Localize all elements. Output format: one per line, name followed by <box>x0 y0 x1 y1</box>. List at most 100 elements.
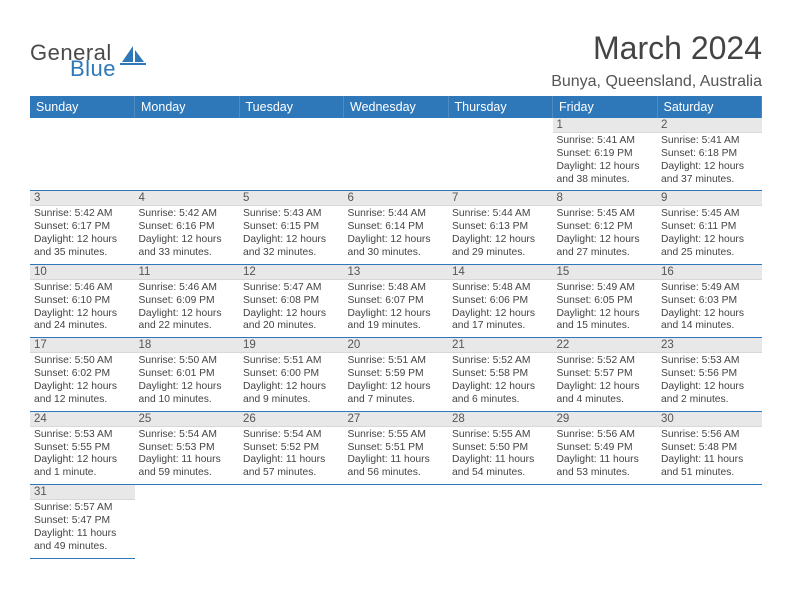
day-body: Sunrise: 5:45 AMSunset: 6:12 PMDaylight:… <box>553 206 658 263</box>
day-body: Sunrise: 5:52 AMSunset: 5:58 PMDaylight:… <box>448 353 553 410</box>
sunrise-line: Sunrise: 5:55 AM <box>452 429 549 442</box>
day-number: 20 <box>344 338 449 353</box>
sunrise-line: Sunrise: 5:46 AM <box>34 282 131 295</box>
calendar-cell: 15Sunrise: 5:49 AMSunset: 6:05 PMDayligh… <box>553 264 658 337</box>
sunset-line: Sunset: 6:05 PM <box>557 295 654 308</box>
day-number: 1 <box>553 118 658 133</box>
calendar-cell <box>448 118 553 191</box>
sunrise-line: Sunrise: 5:49 AM <box>661 282 758 295</box>
calendar-cell: 4Sunrise: 5:42 AMSunset: 6:16 PMDaylight… <box>135 191 240 264</box>
sunset-line: Sunset: 6:07 PM <box>348 295 445 308</box>
day-body: Sunrise: 5:52 AMSunset: 5:57 PMDaylight:… <box>553 353 658 410</box>
day-number: 23 <box>657 338 762 353</box>
day-number: 13 <box>344 265 449 280</box>
day-body: Sunrise: 5:44 AMSunset: 6:14 PMDaylight:… <box>344 206 449 263</box>
sunset-line: Sunset: 6:06 PM <box>452 295 549 308</box>
day-number: 2 <box>657 118 762 133</box>
calendar-table: SundayMondayTuesdayWednesdayThursdayFrid… <box>30 96 762 559</box>
calendar-cell: 9Sunrise: 5:45 AMSunset: 6:11 PMDaylight… <box>657 191 762 264</box>
sunset-line: Sunset: 6:03 PM <box>661 295 758 308</box>
sunset-line: Sunset: 5:53 PM <box>139 442 236 455</box>
daylight-line: Daylight: 12 hours and 30 minutes. <box>348 234 445 260</box>
calendar-cell <box>135 485 240 558</box>
daylight-line: Daylight: 12 hours and 19 minutes. <box>348 308 445 334</box>
sunset-line: Sunset: 6:11 PM <box>661 221 758 234</box>
day-number: 6 <box>344 191 449 206</box>
day-number: 28 <box>448 412 553 427</box>
daylight-line: Daylight: 12 hours and 4 minutes. <box>557 381 654 407</box>
sunset-line: Sunset: 6:02 PM <box>34 368 131 381</box>
sunset-line: Sunset: 5:49 PM <box>557 442 654 455</box>
day-number: 8 <box>553 191 658 206</box>
logo-text-blue: Blue <box>70 58 116 80</box>
calendar-cell: 10Sunrise: 5:46 AMSunset: 6:10 PMDayligh… <box>30 264 135 337</box>
calendar-cell: 3Sunrise: 5:42 AMSunset: 6:17 PMDaylight… <box>30 191 135 264</box>
day-body: Sunrise: 5:56 AMSunset: 5:48 PMDaylight:… <box>657 427 762 484</box>
sunset-line: Sunset: 6:08 PM <box>243 295 340 308</box>
daylight-line: Daylight: 12 hours and 20 minutes. <box>243 308 340 334</box>
day-body: Sunrise: 5:43 AMSunset: 6:15 PMDaylight:… <box>239 206 344 263</box>
sunrise-line: Sunrise: 5:55 AM <box>348 429 445 442</box>
calendar-cell <box>553 485 658 558</box>
daylight-line: Daylight: 12 hours and 24 minutes. <box>34 308 131 334</box>
sunrise-line: Sunrise: 5:45 AM <box>557 208 654 221</box>
daylight-line: Daylight: 12 hours and 27 minutes. <box>557 234 654 260</box>
day-body: Sunrise: 5:41 AMSunset: 6:19 PMDaylight:… <box>553 133 658 190</box>
day-body: Sunrise: 5:49 AMSunset: 6:05 PMDaylight:… <box>553 280 658 337</box>
day-number: 16 <box>657 265 762 280</box>
daylight-line: Daylight: 12 hours and 35 minutes. <box>34 234 131 260</box>
calendar-header-row: SundayMondayTuesdayWednesdayThursdayFrid… <box>30 96 762 118</box>
sunset-line: Sunset: 6:17 PM <box>34 221 131 234</box>
sunrise-line: Sunrise: 5:53 AM <box>661 355 758 368</box>
daylight-line: Daylight: 12 hours and 22 minutes. <box>139 308 236 334</box>
daylight-line: Daylight: 12 hours and 1 minute. <box>34 454 131 480</box>
sunrise-line: Sunrise: 5:50 AM <box>34 355 131 368</box>
day-number: 21 <box>448 338 553 353</box>
sunrise-line: Sunrise: 5:41 AM <box>557 135 654 148</box>
sunrise-line: Sunrise: 5:54 AM <box>139 429 236 442</box>
day-number: 26 <box>239 412 344 427</box>
calendar-cell <box>239 485 344 558</box>
day-body: Sunrise: 5:53 AMSunset: 5:56 PMDaylight:… <box>657 353 762 410</box>
day-number: 19 <box>239 338 344 353</box>
daylight-line: Daylight: 11 hours and 51 minutes. <box>661 454 758 480</box>
sunset-line: Sunset: 5:58 PM <box>452 368 549 381</box>
daylight-line: Daylight: 12 hours and 6 minutes. <box>452 381 549 407</box>
day-body: Sunrise: 5:42 AMSunset: 6:17 PMDaylight:… <box>30 206 135 263</box>
calendar-cell: 27Sunrise: 5:55 AMSunset: 5:51 PMDayligh… <box>344 411 449 484</box>
calendar-cell <box>344 485 449 558</box>
header: General Blue March 2024 Bunya, Queenslan… <box>30 28 762 96</box>
weekday-header: Sunday <box>30 96 135 118</box>
calendar-cell: 21Sunrise: 5:52 AMSunset: 5:58 PMDayligh… <box>448 338 553 411</box>
day-number: 24 <box>30 412 135 427</box>
sunset-line: Sunset: 5:51 PM <box>348 442 445 455</box>
daylight-line: Daylight: 11 hours and 49 minutes. <box>34 528 131 554</box>
weekday-header: Monday <box>135 96 240 118</box>
weekday-header: Tuesday <box>239 96 344 118</box>
sunrise-line: Sunrise: 5:41 AM <box>661 135 758 148</box>
sunset-line: Sunset: 5:56 PM <box>661 368 758 381</box>
calendar-cell <box>344 118 449 191</box>
day-body: Sunrise: 5:46 AMSunset: 6:09 PMDaylight:… <box>135 280 240 337</box>
sunset-line: Sunset: 5:59 PM <box>348 368 445 381</box>
daylight-line: Daylight: 12 hours and 2 minutes. <box>661 381 758 407</box>
day-body: Sunrise: 5:50 AMSunset: 6:02 PMDaylight:… <box>30 353 135 410</box>
sunrise-line: Sunrise: 5:50 AM <box>139 355 236 368</box>
day-body: Sunrise: 5:48 AMSunset: 6:06 PMDaylight:… <box>448 280 553 337</box>
day-body: Sunrise: 5:54 AMSunset: 5:53 PMDaylight:… <box>135 427 240 484</box>
calendar-cell: 26Sunrise: 5:54 AMSunset: 5:52 PMDayligh… <box>239 411 344 484</box>
daylight-line: Daylight: 12 hours and 9 minutes. <box>243 381 340 407</box>
sunset-line: Sunset: 6:16 PM <box>139 221 236 234</box>
day-body: Sunrise: 5:50 AMSunset: 6:01 PMDaylight:… <box>135 353 240 410</box>
calendar-cell: 7Sunrise: 5:44 AMSunset: 6:13 PMDaylight… <box>448 191 553 264</box>
day-body: Sunrise: 5:51 AMSunset: 5:59 PMDaylight:… <box>344 353 449 410</box>
sunrise-line: Sunrise: 5:47 AM <box>243 282 340 295</box>
sunset-line: Sunset: 6:14 PM <box>348 221 445 234</box>
daylight-line: Daylight: 11 hours and 59 minutes. <box>139 454 236 480</box>
sunset-line: Sunset: 6:00 PM <box>243 368 340 381</box>
calendar-cell: 13Sunrise: 5:48 AMSunset: 6:07 PMDayligh… <box>344 264 449 337</box>
sunset-line: Sunset: 6:10 PM <box>34 295 131 308</box>
sunset-line: Sunset: 5:50 PM <box>452 442 549 455</box>
sunrise-line: Sunrise: 5:48 AM <box>452 282 549 295</box>
day-body: Sunrise: 5:48 AMSunset: 6:07 PMDaylight:… <box>344 280 449 337</box>
